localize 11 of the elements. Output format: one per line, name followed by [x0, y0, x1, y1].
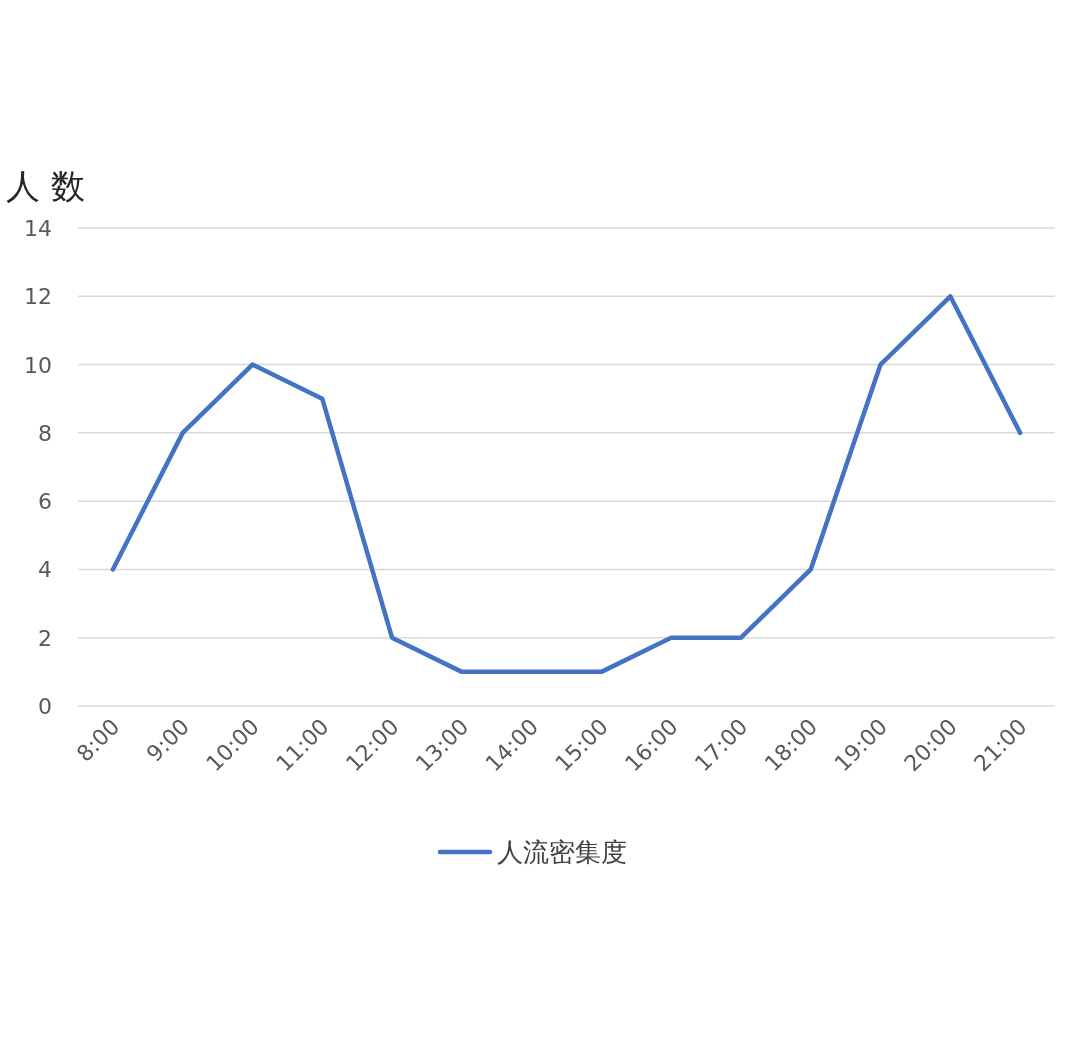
y-tick-label: 14	[24, 216, 52, 241]
y-tick-label: 0	[38, 694, 52, 719]
y-tick-label: 8	[38, 420, 52, 446]
y-tick-label: 4	[38, 557, 52, 583]
y-tick-label: 2	[38, 625, 52, 651]
y-tick-label: 12	[24, 284, 52, 310]
legend-label: 人流密集度	[497, 837, 627, 867]
y-axis-title: 人 数	[6, 166, 85, 206]
y-tick-label: 6	[38, 489, 52, 515]
legend: 人流密集度	[437, 837, 627, 867]
y-tick-label: 10	[24, 352, 52, 378]
